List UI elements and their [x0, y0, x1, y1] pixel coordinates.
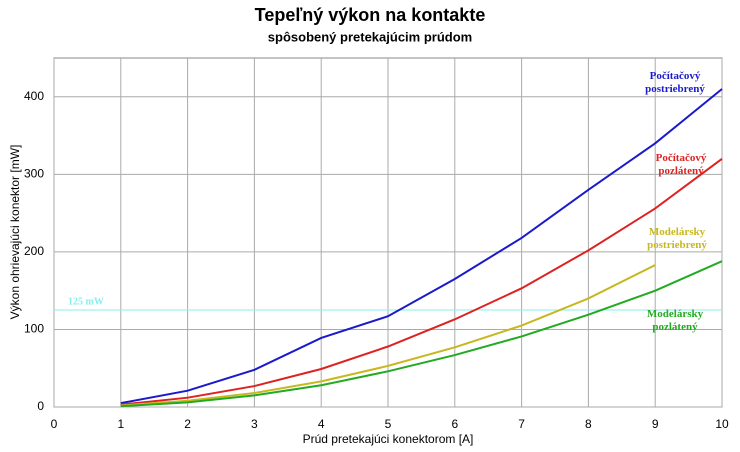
series-line: [120, 264, 656, 407]
y-axis-label: Výkon ohrievajúci konektor [mW]: [8, 145, 22, 320]
x-tick-label: 8: [585, 417, 592, 431]
series-label: Počítačový pozlátený: [655, 152, 707, 177]
x-tick-label: 1: [117, 417, 124, 431]
series-label: Modelársky pozlátený: [646, 308, 704, 333]
x-tick-label: 3: [251, 417, 258, 431]
x-tick-label: 7: [518, 417, 525, 431]
series-line: [120, 88, 723, 405]
series-line: [120, 158, 723, 406]
x-axis-label: Prúd pretekajúci konektorom [A]: [303, 432, 474, 446]
x-tick-label: 10: [715, 417, 729, 431]
series-label: Počítačový postriebrený: [645, 70, 705, 95]
series-label: Modelársky postriebrený: [647, 226, 707, 251]
y-tick-label: 300: [24, 167, 44, 181]
x-tick-label: 6: [451, 417, 458, 431]
chart-title: Tepeľný výkon na kontakte: [255, 5, 486, 25]
reference-label: 125 mW: [68, 296, 104, 307]
x-tick-label: 5: [385, 417, 392, 431]
chart-subtitle: spôsobený pretekajúcim prúdom: [268, 29, 472, 44]
y-tick-label: 400: [24, 89, 44, 103]
y-tick-label: 200: [24, 244, 44, 258]
series-line: [120, 260, 723, 408]
x-tick-label: 2: [184, 417, 191, 431]
y-tick-label: 0: [37, 399, 44, 413]
x-tick-label: 0: [51, 417, 58, 431]
x-tick-label: 9: [652, 417, 659, 431]
x-tick-label: 4: [318, 417, 325, 431]
y-tick-label: 100: [24, 322, 44, 336]
